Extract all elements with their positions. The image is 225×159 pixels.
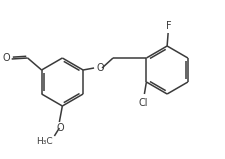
Text: O: O [96,63,104,73]
Text: Cl: Cl [139,98,148,108]
Text: F: F [166,21,172,31]
Text: O: O [56,123,64,133]
Text: O: O [2,53,10,63]
Text: H₃C: H₃C [36,137,52,146]
